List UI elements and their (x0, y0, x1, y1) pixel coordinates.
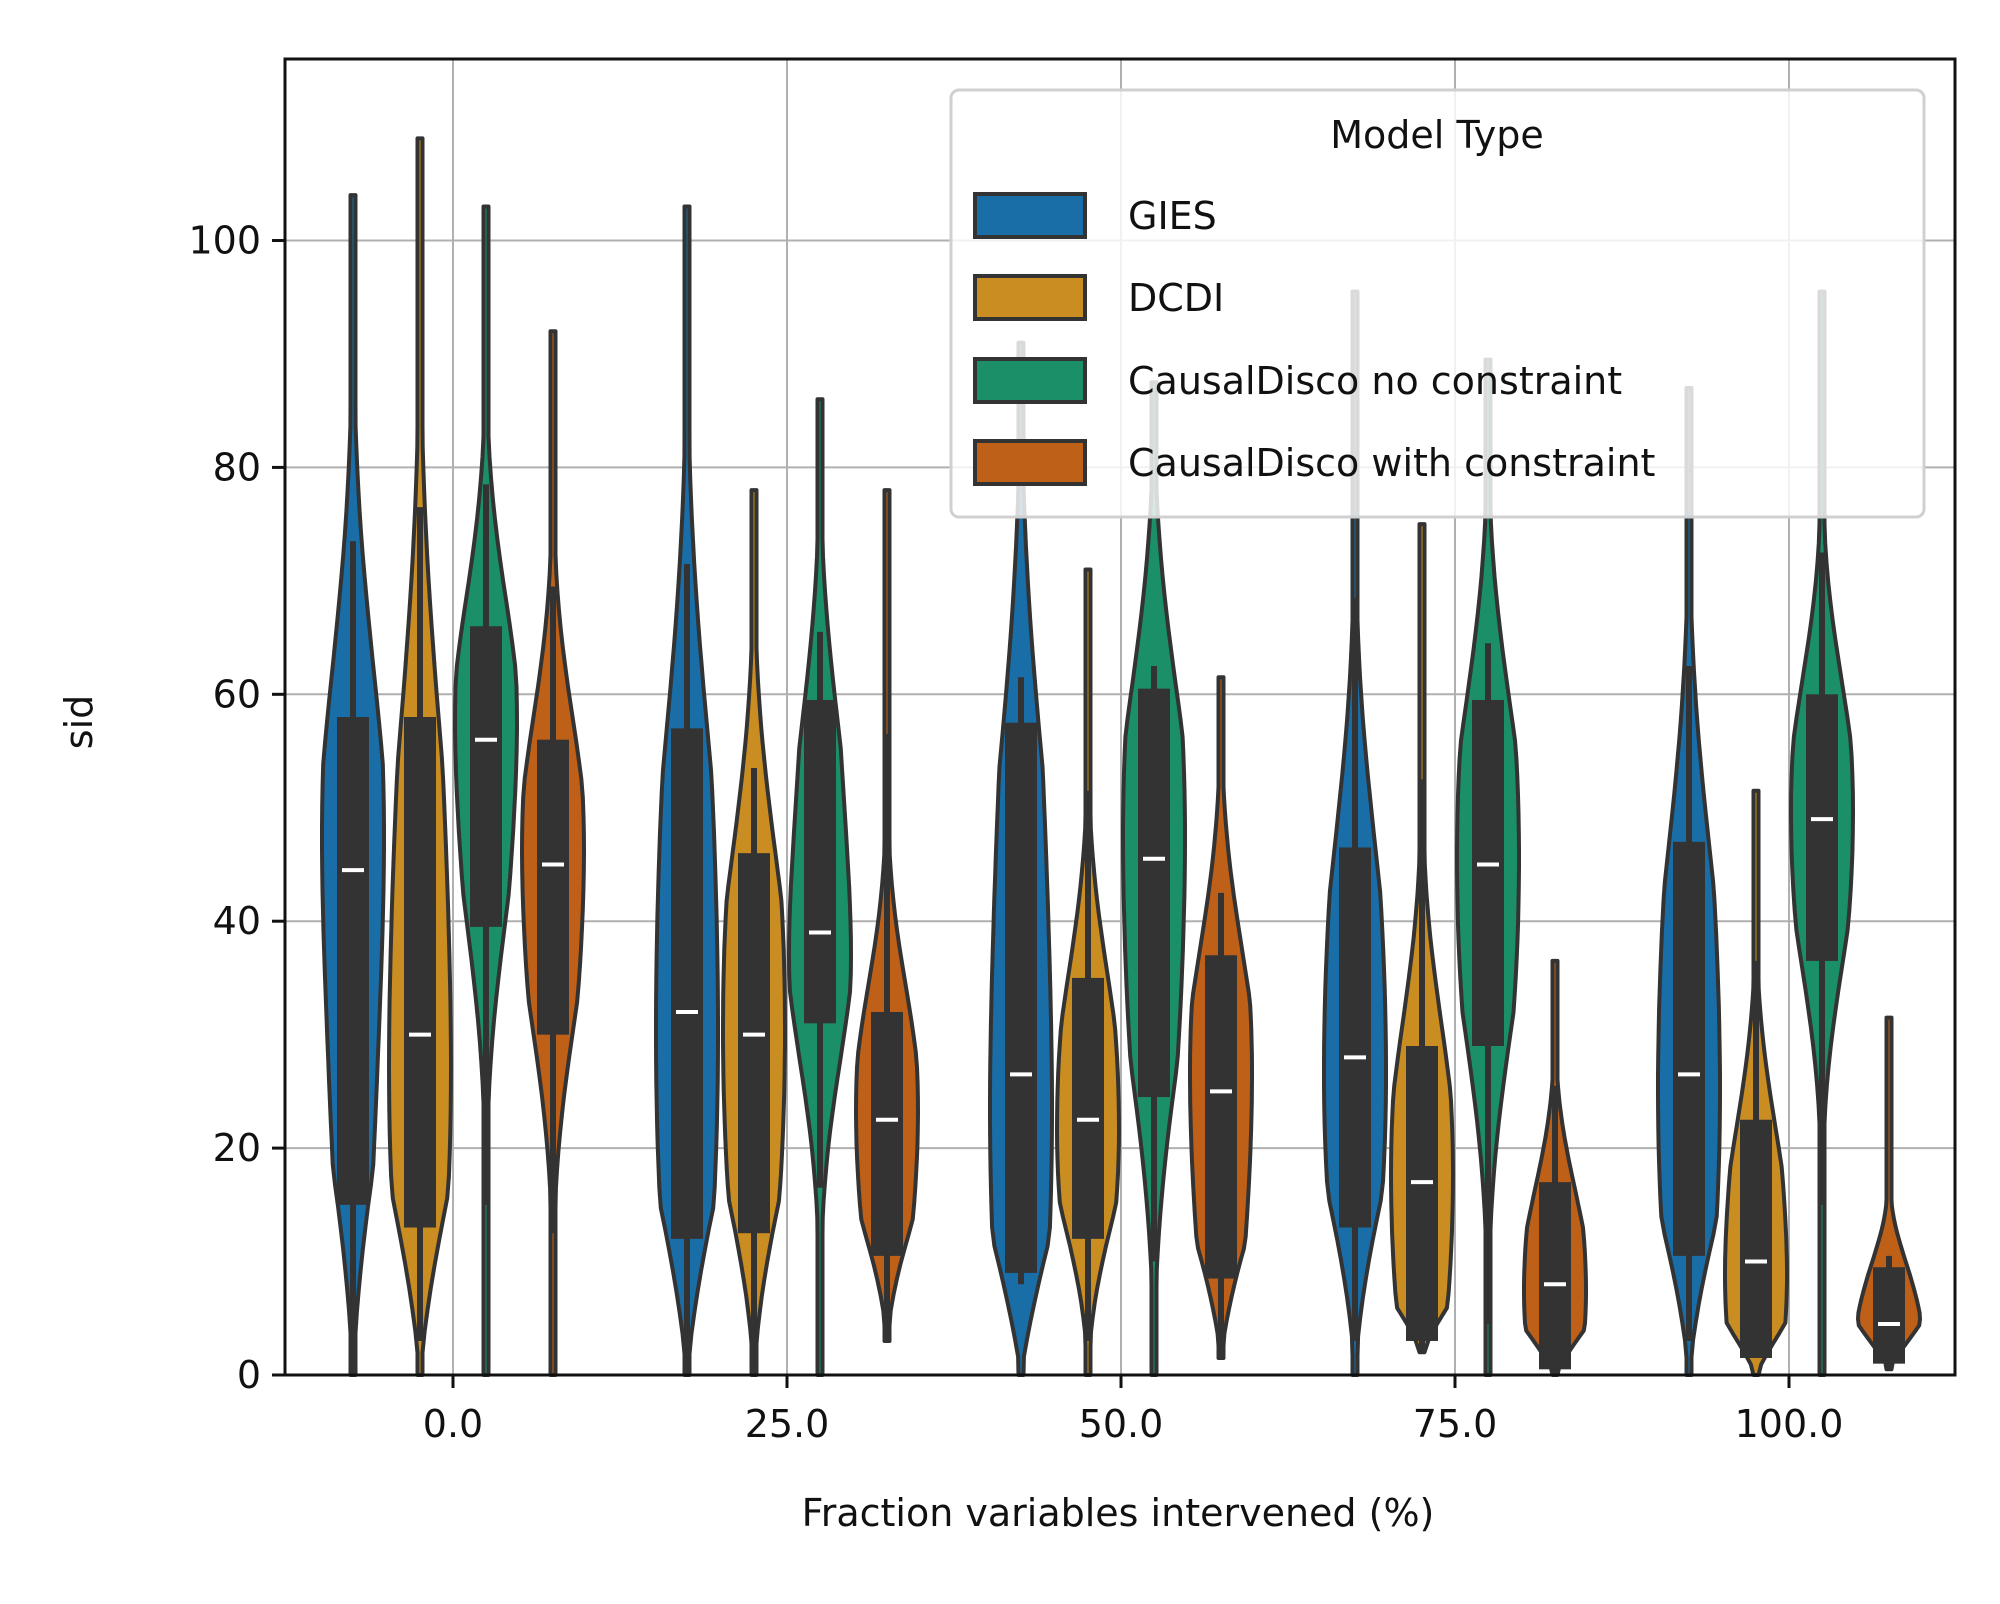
legend-swatch-dcdi (973, 274, 1087, 321)
legend-title: Model Type (1330, 113, 1543, 157)
legend-box (949, 88, 1926, 519)
legend-swatch-causaldisco-no-constraint (973, 357, 1087, 404)
legend: Model Type GIES DCDI CausalDisco no cons… (949, 88, 1926, 519)
axis-layer: 0.0 25.0 50.0 75.0 100.0 0 20 40 60 80 100 (188, 57, 1957, 1446)
violin-box-causaldisco-no-constraint-0 (470, 626, 502, 927)
violin-box-causaldisco-with-constraint-1 (871, 1011, 903, 1256)
y-tick-label: 40 (213, 899, 261, 943)
violin-box-causaldisco-no-constraint-3 (1472, 699, 1504, 1046)
violin-box-causaldisco-no-constraint-1 (804, 699, 836, 1024)
legend-label-dcdi: DCDI (1128, 276, 1224, 320)
violin-box-causaldisco-with-constraint-3 (1539, 1182, 1571, 1370)
violin-box-dcdi-4 (1740, 1119, 1772, 1358)
violin-box-dcdi-1 (738, 853, 770, 1234)
y-tick-label: 100 (188, 219, 261, 263)
x-tick-label: 0.0 (423, 1402, 483, 1446)
violin-box-causaldisco-no-constraint-4 (1806, 694, 1838, 961)
y-tick-label: 60 (213, 672, 261, 716)
violin-box-gies-2 (1005, 722, 1037, 1273)
violin-box-causaldisco-with-constraint-2 (1205, 955, 1237, 1279)
y-axis-label: sid (57, 695, 101, 749)
violin-box-causaldisco-with-constraint-0 (537, 739, 569, 1035)
violin-box-causaldisco-no-constraint-2 (1138, 688, 1170, 1098)
x-tick-label: 50.0 (1079, 1402, 1164, 1446)
violin-box-dcdi-2 (1072, 977, 1104, 1239)
legend-swatch-gies (973, 192, 1087, 239)
y-tick-label: 20 (213, 1126, 261, 1170)
violin-layer (320, 136, 1922, 1377)
violin-box-dcdi-0 (404, 717, 436, 1228)
violin-box-gies-0 (337, 717, 369, 1205)
legend-label-causaldisco-with-constraint: CausalDisco with constraint (1128, 441, 1655, 485)
violin-box-gies-3 (1339, 847, 1371, 1228)
y-tick-label: 80 (213, 445, 261, 489)
x-tick-label: 100.0 (1735, 1402, 1844, 1446)
x-axis-label: Fraction variables intervened (%) (802, 1491, 1435, 1535)
violin-box-gies-1 (671, 728, 703, 1239)
violin-box-causaldisco-with-constraint-4 (1873, 1267, 1905, 1364)
violin-box-gies-4 (1673, 841, 1705, 1256)
x-tick-label: 75.0 (1413, 1402, 1498, 1446)
violin-box-dcdi-3 (1406, 1046, 1438, 1341)
legend-swatch-causaldisco-with-constraint (973, 439, 1087, 486)
x-tick-label: 25.0 (745, 1402, 830, 1446)
legend-label-causaldisco-no-constraint: CausalDisco no constraint (1128, 359, 1622, 403)
legend-label-gies: GIES (1128, 194, 1217, 238)
y-tick-label: 0 (237, 1353, 261, 1397)
